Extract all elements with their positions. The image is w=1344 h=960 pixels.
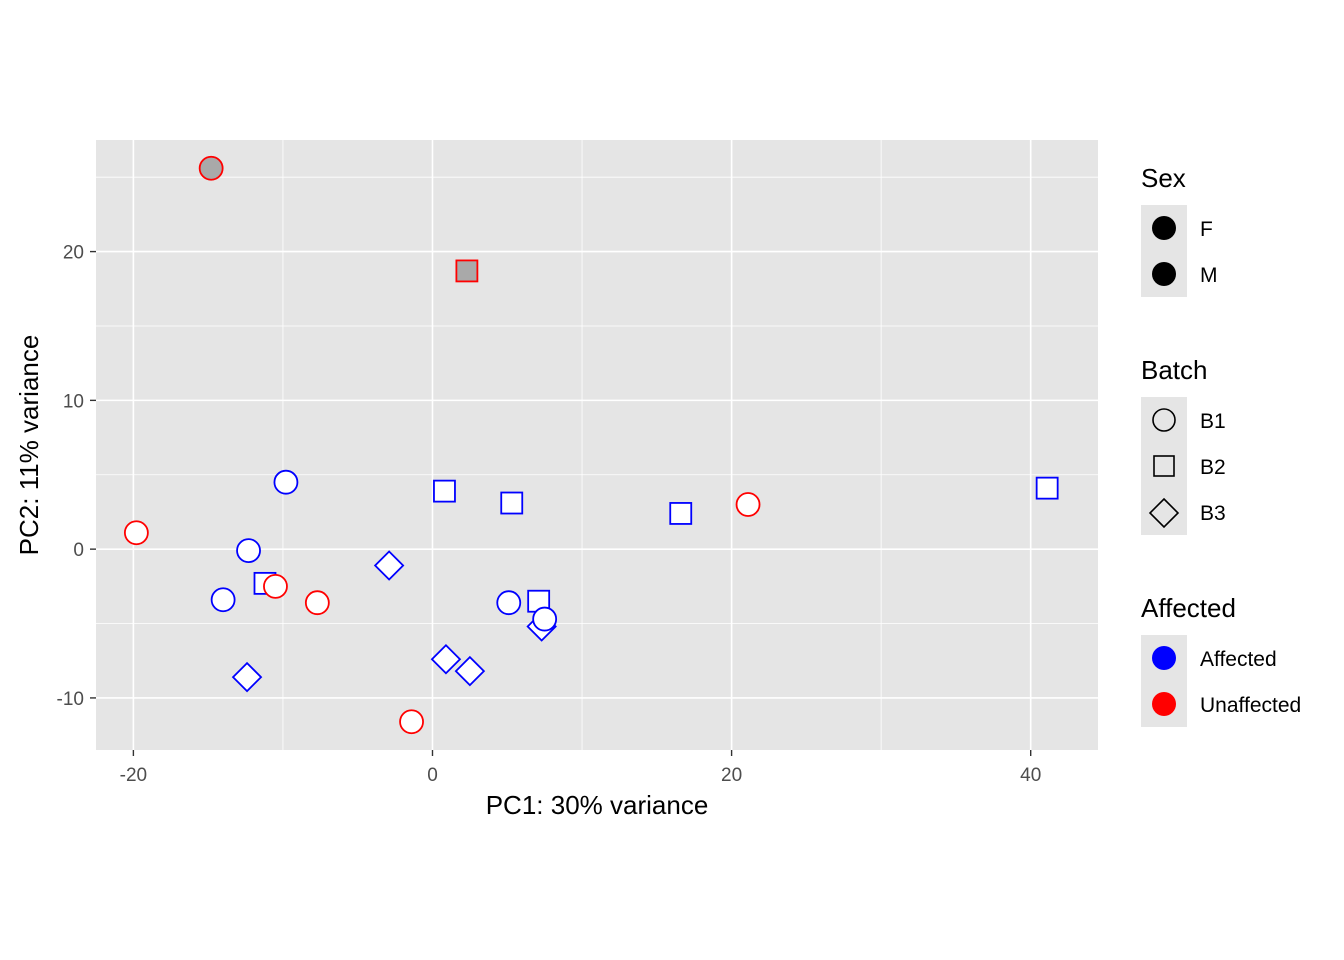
data-points [123,155,1059,735]
legend-batch-b2-key [1153,455,1175,477]
data-point-circle [496,590,522,616]
data-point-circle [532,606,558,632]
y-axis-ticks: -10 0 10 20 [57,243,96,710]
data-point-diamond [373,550,405,581]
x-tick-label: -20 [120,765,147,786]
legend-sex-m-key [1152,262,1176,286]
legend-batch-b1-label: B1 [1200,410,1226,433]
data-point-circle [210,587,236,613]
data-point-circle [304,590,330,616]
data-point-square [500,491,524,515]
legend-sex: Sex F M [1141,163,1218,297]
x-axis-title: PC1: 30% variance [486,790,709,820]
grid-major [96,140,1098,750]
data-point-circle [735,492,761,517]
data-point-square [1035,476,1059,500]
x-tick-label: 0 [427,765,438,786]
data-point-circle [399,709,424,735]
legend-batch-b3-key [1148,497,1180,529]
data-point-square [433,479,456,503]
data-point-circle [263,573,288,599]
legend-batch-b1-key [1152,408,1176,432]
data-point-circle [236,538,261,564]
legend-sex-f-label: F [1200,218,1213,241]
legend-affected: Affected Affected Unaffected [1141,593,1301,727]
y-tick-label: 10 [63,391,84,412]
y-tick-label: 0 [73,540,84,561]
data-point-circle [123,520,149,546]
y-axis-title: PC2: 11% variance [14,335,44,556]
legend-affected-key [1152,646,1176,670]
y-tick-label: 20 [63,243,84,264]
legend-batch-title: Batch [1141,355,1208,385]
legend-affected-label: Affected [1200,648,1277,671]
plot-panel [96,140,1098,750]
data-point-diamond [454,655,486,687]
legend-sex-title: Sex [1141,163,1186,193]
grid-minor [96,140,1098,750]
x-tick-label: 40 [1020,765,1041,786]
legend-batch: Batch B1 B2 B3 [1141,355,1226,535]
legend-batch-b3-label: B3 [1200,502,1226,525]
data-point-diamond [231,661,263,693]
legend-affected-title: Affected [1141,593,1236,623]
x-axis-ticks: -20 0 20 40 [120,750,1041,786]
legend-batch-b2-label: B2 [1200,456,1226,479]
legend-sex-m-label: M [1200,264,1218,287]
data-point-diamond [430,643,462,675]
legend-unaffected-key [1152,692,1176,716]
data-point-square [455,259,479,283]
legend-batch-key-bg [1141,397,1187,535]
y-tick-label: -10 [57,689,84,710]
data-point-circle [273,469,299,495]
data-point-square [669,502,693,525]
legend-sex-f-key [1152,216,1176,240]
data-point-circle [198,155,224,181]
x-tick-label: 20 [721,765,742,786]
legend-unaffected-label: Unaffected [1200,694,1301,717]
